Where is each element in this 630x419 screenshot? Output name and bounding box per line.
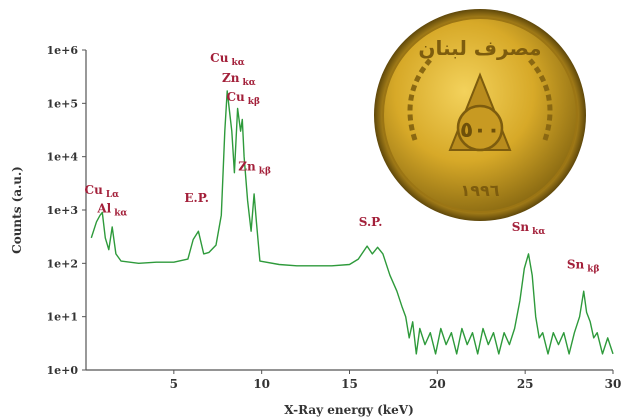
peak-label: E.P. [184, 191, 209, 205]
peak-label: S.P. [359, 215, 383, 229]
x-tick-label: 20 [429, 377, 446, 391]
peak-label: Sn kβ [567, 258, 600, 275]
series-group [90, 90, 614, 355]
x-tick-label: 30 [605, 377, 622, 391]
peak-label: Cu kα [210, 51, 245, 68]
x-tick-label: 15 [341, 377, 358, 391]
y-tick-label: 1e+4 [46, 151, 78, 164]
peak-label: Cu Lα [85, 183, 120, 200]
x-tick-label: 10 [253, 377, 270, 391]
x-ticks: 5 10 15 20 25 30 [170, 370, 622, 391]
y-tick-label: 1e+1 [46, 311, 78, 324]
x-axis-title: X-Ray energy (keV) [284, 403, 414, 417]
coin-image: مصرف لبنان ٥٠٠ ١٩٩٦ [374, 9, 586, 221]
coin-denomination: ٥٠٠ [460, 118, 500, 143]
spectrum-line [90, 90, 614, 355]
y-tick-label: 1e+3 [46, 204, 78, 217]
peak-label: Zn kα [222, 71, 256, 88]
coin-year: ١٩٩٦ [460, 181, 499, 200]
y-tick-label: 1e+0 [46, 364, 78, 377]
x-tick-label: 5 [170, 377, 178, 391]
peak-label: Zn kβ [238, 160, 271, 177]
x-tick-label: 25 [517, 377, 534, 391]
y-ticks: 1e+0 1e+1 1e+2 1e+3 1e+4 1e+5 1e+6 [46, 44, 86, 377]
y-tick-label: 1e+5 [46, 97, 78, 110]
coin-inscription: مصرف لبنان [418, 36, 541, 60]
peak-label: Sn kα [512, 220, 546, 237]
peak-label: Al kα [96, 201, 127, 218]
peak-label: Cu kβ [226, 90, 260, 107]
y-tick-label: 1e+6 [46, 44, 78, 57]
y-tick-label: 1e+2 [46, 257, 78, 270]
y-axis-title: Counts (a.u.) [10, 166, 24, 254]
